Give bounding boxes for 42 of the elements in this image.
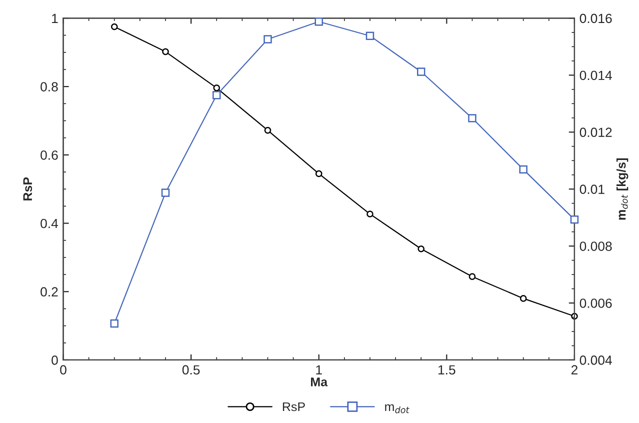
y-tick-label: 0.8	[40, 82, 58, 92]
y-tick-label: 0.4	[40, 218, 58, 228]
x-tick-label: 0	[60, 365, 66, 375]
point	[418, 245, 425, 252]
point	[417, 68, 426, 76]
y2-tick-label: 0.008	[580, 242, 612, 251]
point	[468, 273, 476, 280]
legend-label: RsP	[282, 402, 305, 412]
point	[110, 319, 118, 328]
y2-tick-label: 0.01	[580, 184, 604, 194]
point	[264, 126, 272, 134]
x-tick-label: 0.5	[182, 365, 200, 375]
point	[213, 84, 220, 92]
y-tick-label: 0.2	[40, 287, 58, 297]
y2-tick-label: 0.016	[580, 14, 612, 24]
point	[519, 165, 528, 174]
y-tick-label: 0.6	[40, 150, 58, 160]
point	[110, 23, 118, 30]
y-tick-label: 1	[52, 14, 58, 23]
x-tick-label: 1	[316, 365, 322, 374]
y2-tick-label: 0.004	[580, 356, 612, 365]
point	[366, 32, 374, 40]
y2-tick-label: 0.012	[580, 128, 612, 138]
point	[366, 210, 374, 218]
point	[162, 48, 169, 56]
point	[468, 114, 476, 122]
x-tick-label: 1.5	[438, 365, 456, 375]
x-axis-title: Ma	[311, 378, 328, 386]
y-tick-label: 0	[52, 356, 58, 365]
x-tick-label: 2	[571, 365, 578, 374]
point	[315, 170, 322, 178]
y2-tick-label: 0.006	[580, 298, 612, 308]
y-axis-title: RsP	[23, 177, 32, 200]
point	[264, 35, 272, 44]
point	[314, 18, 323, 26]
point	[570, 215, 579, 224]
point	[212, 90, 221, 100]
point	[520, 295, 527, 302]
point	[161, 188, 170, 197]
y2-axis-title: m$_{dot}$ [kg/s]	[616, 158, 628, 220]
legend-label: m$_{dot}$	[385, 404, 410, 414]
y2-tick-label: 0.014	[580, 70, 612, 80]
